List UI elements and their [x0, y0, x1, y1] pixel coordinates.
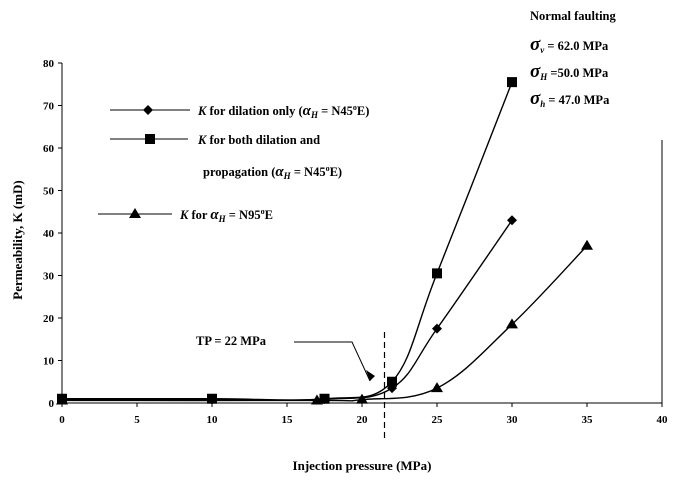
y-tick-label: 20: [43, 313, 55, 325]
y-ticks: 0 10 20 30 40 50 60 70 80: [43, 58, 62, 410]
y-tick-label: 0: [49, 398, 55, 410]
legend-label-2b: propagation (αH = N45oE): [203, 164, 342, 181]
x-ticks: 0 5 10 15 20 25 30 35 40: [59, 403, 668, 426]
x-tick-label: 30: [507, 414, 519, 426]
x-tick-label: 20: [357, 414, 369, 426]
legend-marker-square: [145, 134, 155, 144]
legend-marker-diamond: [143, 105, 153, 115]
stress-sigma-v: σv = 62.0 MPa: [530, 34, 609, 55]
data-point-triangle: [506, 318, 518, 329]
y-tick-label: 10: [43, 356, 55, 368]
tp-arrow-head: [366, 370, 375, 381]
legend-marker-triangle: [129, 208, 141, 218]
data-point-square: [387, 376, 397, 387]
y-axis-title: Permeability, K (mD): [10, 180, 25, 300]
stress-sigma-H: σH =50.0 MPa: [530, 61, 609, 82]
data-point-square: [507, 77, 517, 88]
y-tick-label: 40: [43, 228, 55, 240]
stress-sigma-h: σh = 47.0 MPa: [530, 88, 610, 109]
legend-label-3: K for αH = N95oE: [179, 207, 273, 224]
y-tick-label: 70: [43, 101, 55, 113]
series-line-3: [61, 245, 588, 402]
x-tick-label: 5: [134, 414, 140, 426]
x-tick-label: 40: [657, 414, 669, 426]
tp-label: TP = 22 MPa: [196, 334, 267, 348]
data-point-triangle: [311, 394, 323, 405]
tp-callout-line: [294, 341, 371, 382]
x-axis-title: Injection pressure (MPa): [293, 458, 432, 473]
x-tick-label: 0: [59, 414, 65, 426]
series-line-1: [61, 219, 513, 401]
y-tick-label: 50: [43, 186, 55, 198]
legend-label-1: K for dilation only (αH = N45oE): [197, 103, 369, 120]
legend-label-2a: K for both dilation and: [197, 133, 320, 147]
tp-annotation: TP = 22 MPa: [196, 332, 386, 440]
data-point-diamond: [507, 215, 517, 226]
data-point-triangle: [581, 239, 593, 250]
x-tick-label: 25: [432, 414, 444, 426]
regime-title: Normal faulting: [530, 9, 617, 23]
x-tick-label: 15: [282, 414, 294, 426]
series-curves: [61, 81, 588, 402]
data-point-triangle: [431, 382, 443, 393]
series-markers: [56, 77, 593, 405]
legend: K for dilation only (αH = N45oE) K for b…: [98, 103, 369, 224]
series-line-2: [62, 81, 513, 401]
stress-regime-annotation: Normal faulting σv = 62.0 MPa σH =50.0 M…: [530, 9, 617, 109]
y-tick-label: 60: [43, 143, 55, 155]
y-tick-label: 80: [43, 58, 55, 70]
x-tick-label: 10: [207, 414, 219, 426]
data-point-square: [319, 393, 330, 404]
y-axis-title-text: Permeability, K (mD): [10, 180, 25, 300]
data-point-square: [207, 393, 217, 404]
y-tick-label: 30: [43, 271, 55, 283]
data-point-triangle: [56, 394, 68, 405]
data-point-diamond: [432, 323, 442, 334]
x-tick-label: 35: [582, 414, 594, 426]
data-point-triangle: [356, 393, 368, 404]
data-point-square: [432, 268, 442, 279]
